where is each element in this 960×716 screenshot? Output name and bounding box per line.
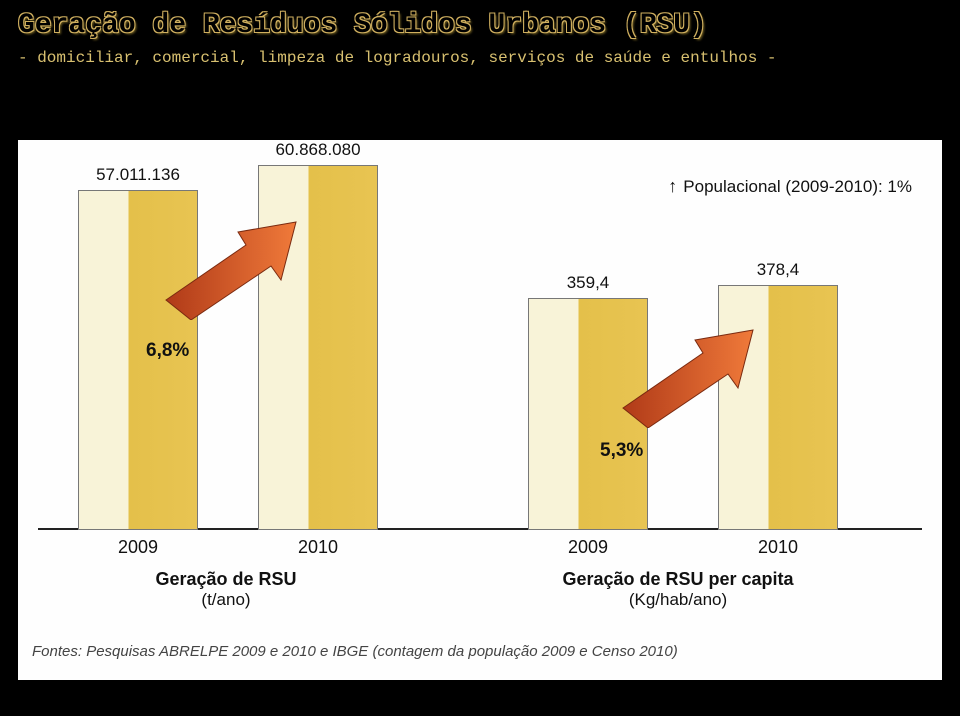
year-label: 2009: [528, 537, 648, 558]
chart-area: 57.011.136 2009 60.868.080 2010 6,8% 359…: [38, 150, 922, 570]
group-label-percapita: Geração de RSU per capita (Kg/hab/ano): [528, 569, 828, 610]
growth-arrow-icon: [156, 210, 306, 320]
year-label: 2010: [718, 537, 838, 558]
growth-arrow-icon: [613, 318, 763, 428]
bar-value-label: 378,4: [698, 260, 858, 280]
group-subtitle: (Kg/hab/ano): [528, 590, 828, 610]
year-label: 2009: [78, 537, 198, 558]
group-subtitle: (t/ano): [76, 590, 376, 610]
year-label: 2010: [258, 537, 378, 558]
chart-panel: ↑ Populacional (2009-2010): 1% 57.011.13…: [18, 140, 942, 680]
bar-value-label: 60.868.080: [238, 140, 398, 160]
group-label-rsu: Geração de RSU (t/ano): [76, 569, 376, 610]
group-title: Geração de RSU per capita: [528, 569, 828, 590]
sources-note: Fontes: Pesquisas ABRELPE 2009 e 2010 e …: [32, 643, 678, 660]
bar-value-label: 359,4: [508, 273, 668, 293]
page-title: Geração de Resíduos Sólidos Urbanos (RSU…: [0, 0, 960, 45]
pct-label: 6,8%: [146, 340, 189, 362]
page-subtitle: - domiciliar, comercial, limpeza de logr…: [0, 45, 960, 77]
group-title: Geração de RSU: [76, 569, 376, 590]
pct-label: 5,3%: [600, 440, 643, 462]
bar-value-label: 57.011.136: [58, 165, 218, 185]
